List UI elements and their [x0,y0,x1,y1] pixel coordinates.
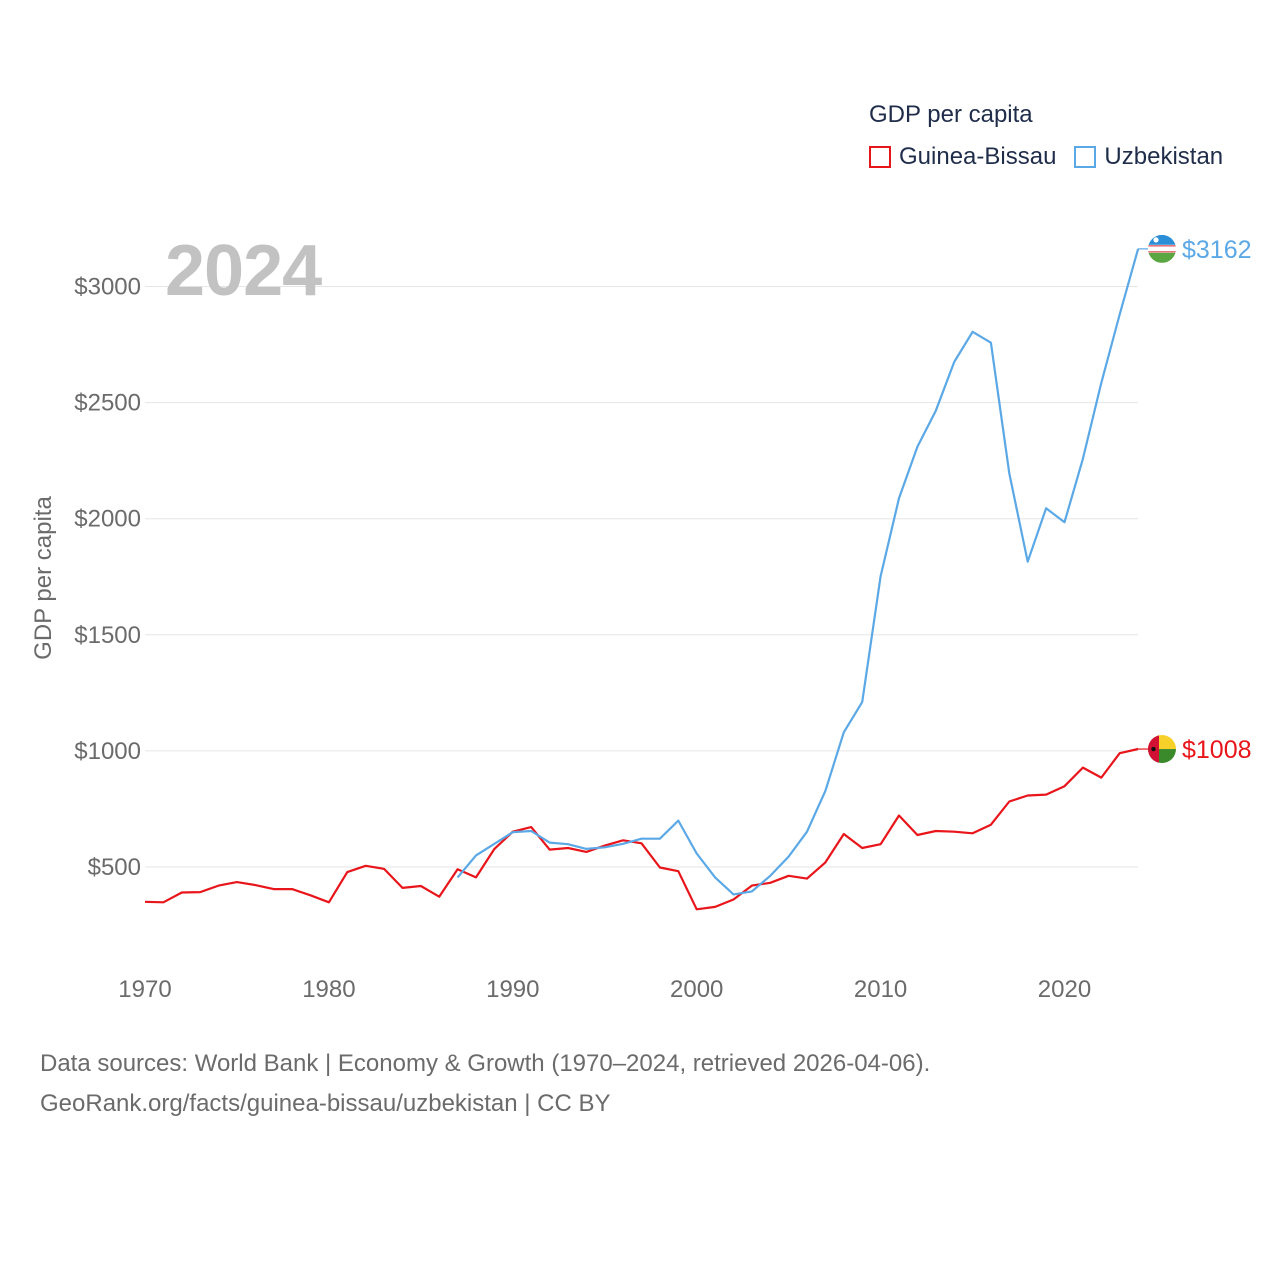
series-end-labels: $1008 $3162 [1138,234,1252,764]
legend-swatch-uzbekistan [1074,146,1097,168]
x-axis-tick-labels: 1970 1980 1990 2000 2010 2020 [118,976,1091,1003]
legend-item-guinea-bissau[interactable]: Guinea-Bissau [869,143,1056,171]
year-label: 2024 [165,231,322,311]
end-value-label-guinea-bissau: $1008 [1182,736,1252,764]
x-tick-label: 2000 [670,976,723,1003]
uzbekistan-flag-icon [1148,234,1176,263]
y-tick-label: $2500 [74,390,141,417]
x-tick-label: 2010 [854,976,907,1003]
y-axis-label: GDP per capita [30,496,57,660]
y-tick-label: $1500 [74,622,141,649]
x-tick-label: 2020 [1038,976,1091,1003]
y-tick-label: $3000 [74,274,141,301]
legend-item-uzbekistan[interactable]: Uzbekistan [1074,143,1223,171]
legend-label-guinea-bissau: Guinea-Bissau [899,143,1057,170]
x-tick-label: 1980 [302,976,355,1003]
source-footer: Data sources: World Bank | Economy & Gro… [40,1044,930,1124]
y-tick-label: $2000 [74,506,141,533]
y-tick-label: $500 [88,854,141,881]
legend-swatch-guinea-bissau [869,146,891,168]
series-line-guinea-bissau [144,747,1139,911]
x-tick-label: 1970 [118,976,171,1003]
footer-attribution: GeoRank.org/facts/guinea-bissau/uzbekist… [40,1090,611,1117]
footer-sources: Data sources: World Bank | Economy & Gro… [40,1050,931,1077]
y-tick-label: $1000 [74,738,141,765]
series-lines [144,248,1140,911]
guinea-bissau-flag-icon [1148,735,1176,764]
legend-label-uzbekistan: Uzbekistan [1104,143,1224,170]
grid-lines [145,286,1138,868]
legend-title: GDP per capita [869,101,1033,128]
end-value-label-uzbekistan: $3162 [1182,236,1252,264]
x-tick-label: 1990 [486,976,539,1003]
legend: Guinea-Bissau Uzbekistan [869,143,1241,171]
y-axis-tick-labels: $500 $1000 $1500 $2000 $2500 $3000 [74,274,141,882]
series-line-uzbekistan [456,248,1140,896]
